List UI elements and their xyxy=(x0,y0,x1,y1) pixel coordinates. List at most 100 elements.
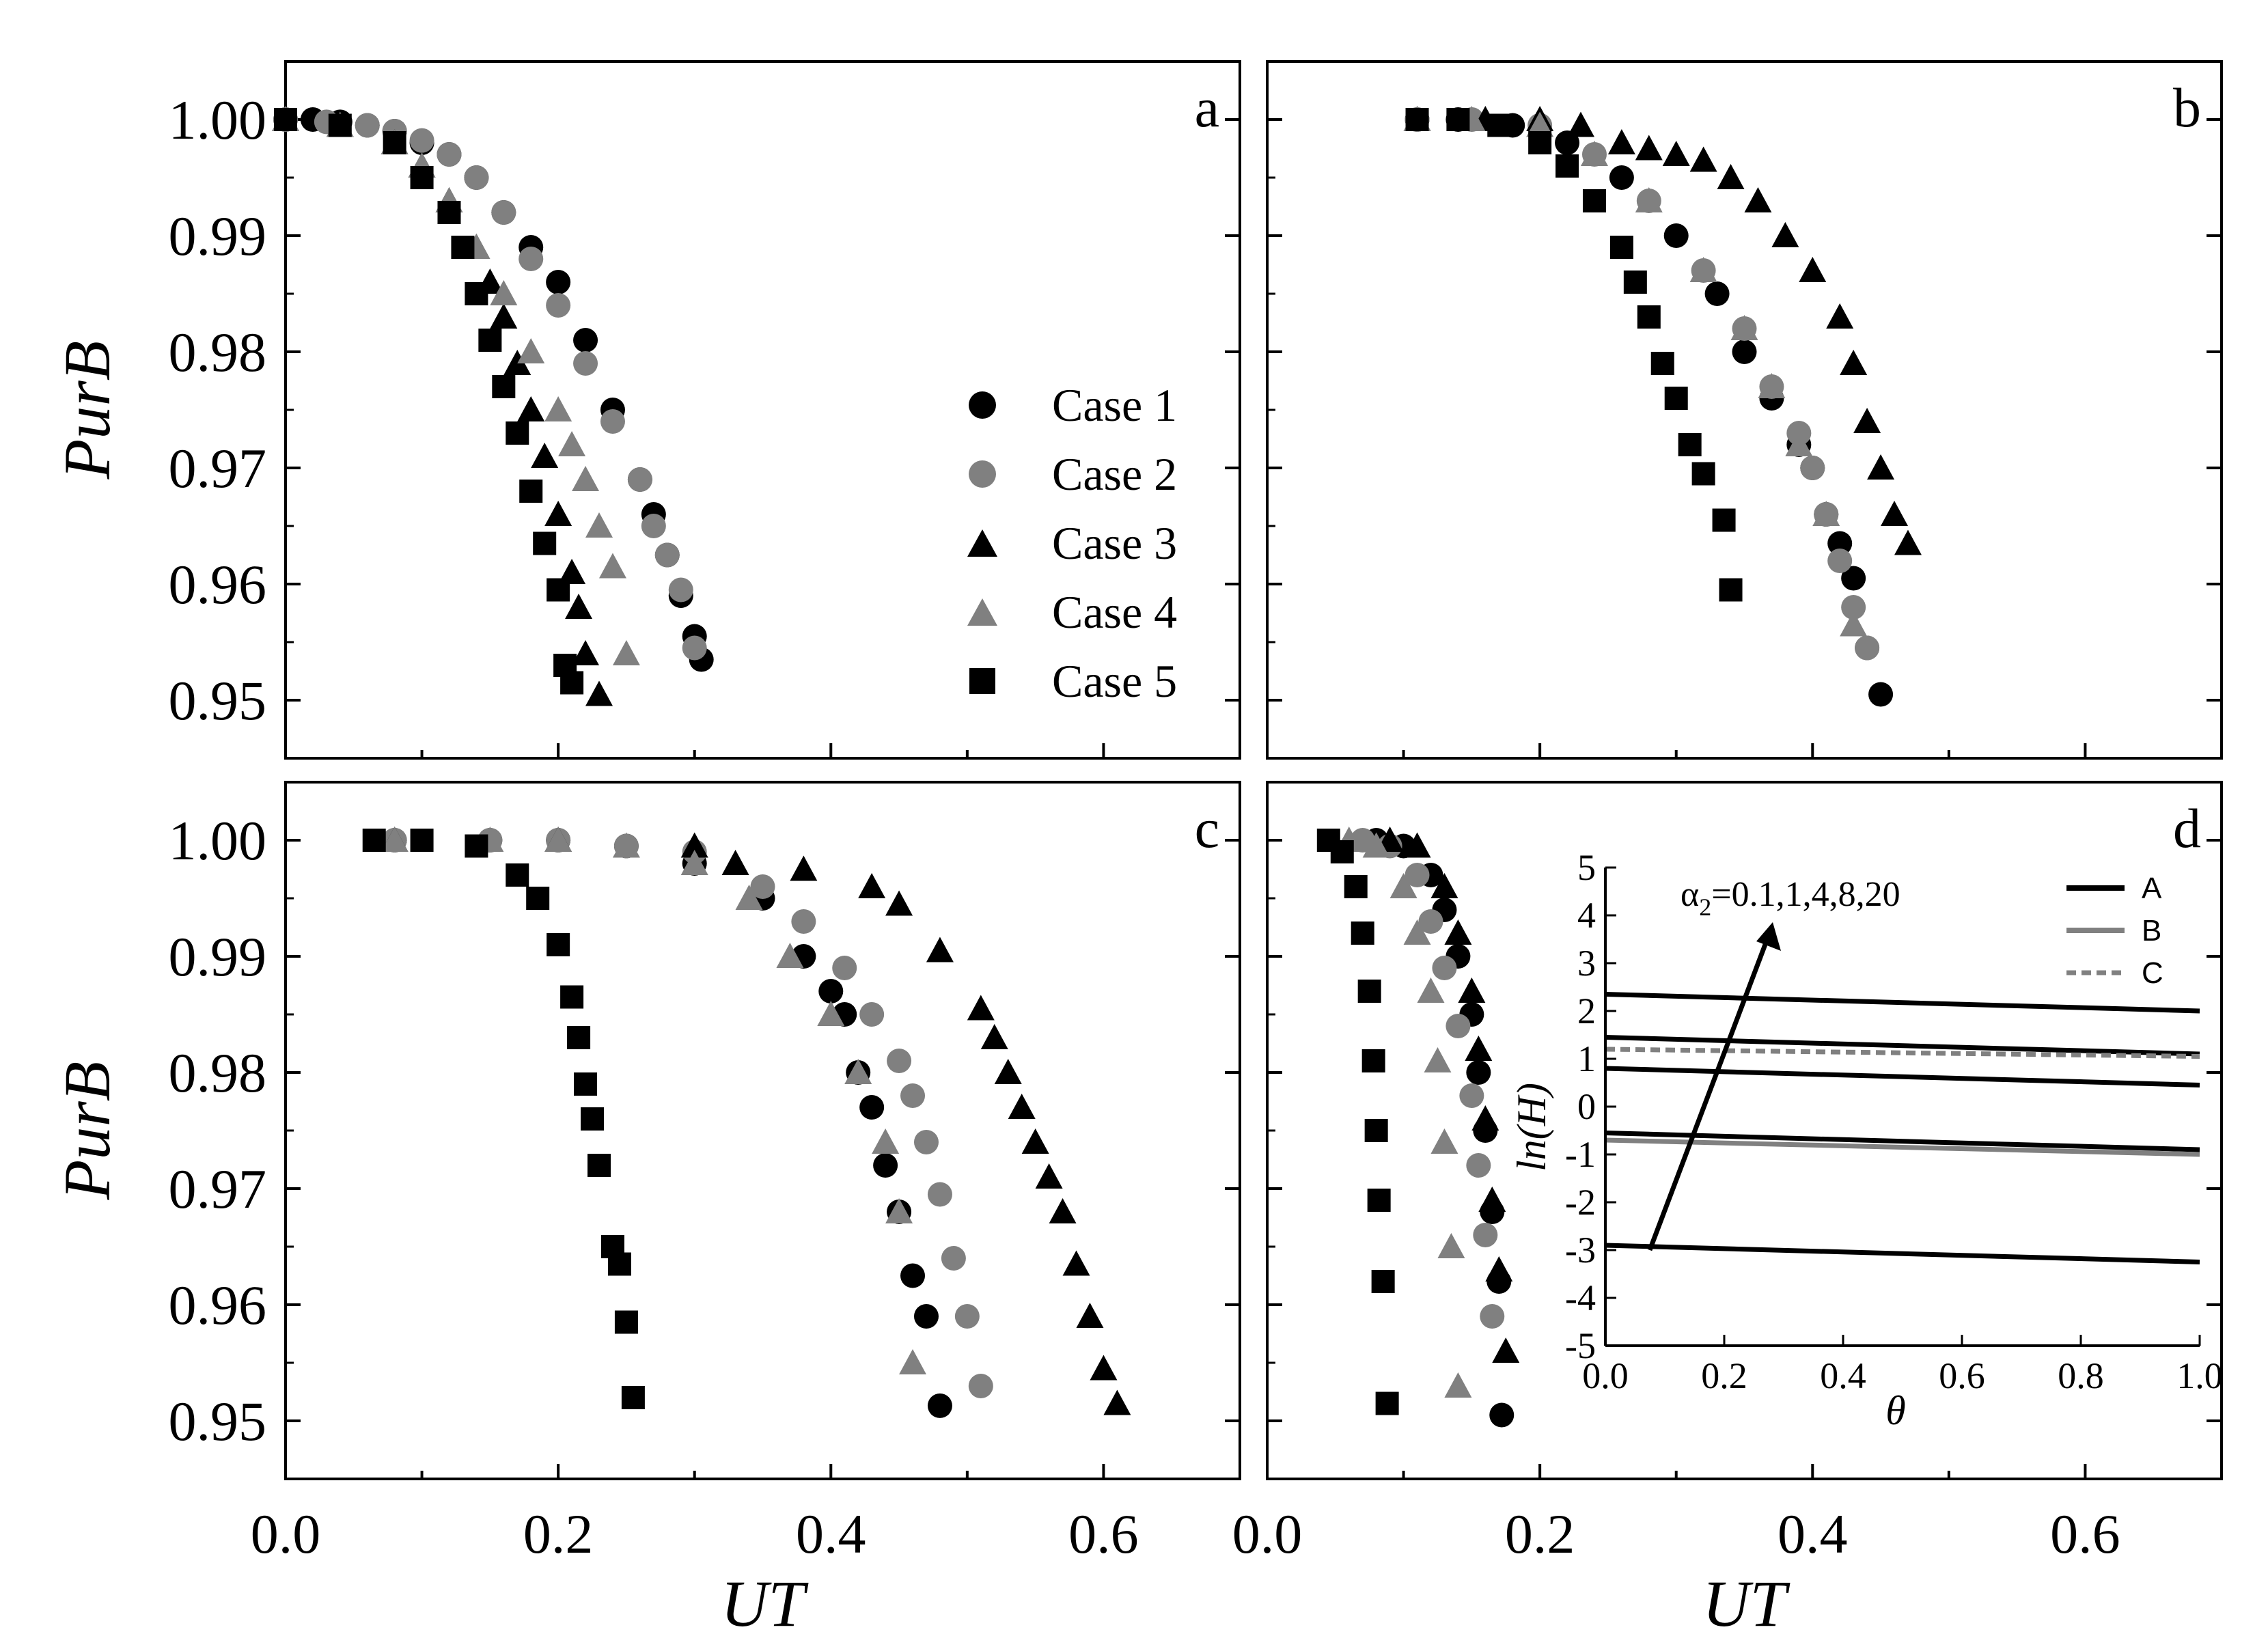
data-point xyxy=(832,956,857,980)
inset-annotation-subscript: 2 xyxy=(1699,893,1711,921)
data-point xyxy=(1827,549,1853,573)
y-tick-label: 0.96 xyxy=(169,1274,267,1336)
series-case-2 xyxy=(273,107,707,661)
data-point xyxy=(1375,1391,1399,1415)
inset-y-tick-label: -4 xyxy=(1565,1277,1596,1318)
data-point xyxy=(968,1374,993,1398)
inset-y-tick-label: -3 xyxy=(1565,1230,1596,1271)
data-point xyxy=(1362,832,1390,858)
data-point xyxy=(1853,408,1881,433)
data-point xyxy=(1403,919,1431,945)
data-point xyxy=(362,829,386,852)
data-point xyxy=(927,1182,952,1207)
data-point xyxy=(1492,1338,1520,1363)
data-point xyxy=(544,501,572,526)
legend-marker-case-1 xyxy=(969,391,996,419)
legend-item-case-4: Case 4 xyxy=(967,586,1177,638)
data-point xyxy=(1868,682,1894,707)
data-point xyxy=(1444,1372,1472,1398)
data-point xyxy=(791,909,816,934)
x-tick-label: 0.0 xyxy=(251,1503,321,1565)
x-tick-label: 0.6 xyxy=(2050,1503,2120,1565)
data-point xyxy=(560,985,584,1009)
inset-x-tick-label: 0.0 xyxy=(1582,1355,1629,1396)
legend-label-case-3: Case 3 xyxy=(1052,517,1177,569)
data-point xyxy=(721,850,749,875)
series-case-4 xyxy=(1403,106,1868,637)
data-point xyxy=(1405,108,1429,131)
legend: Case 1 Case 2 Case 3 Case 4 Case 5 xyxy=(967,379,1177,707)
data-point xyxy=(1528,131,1552,154)
x-tick-label: 0.2 xyxy=(1505,1503,1575,1565)
inset-line-a xyxy=(1605,1243,2200,1264)
data-point xyxy=(517,338,545,363)
data-point xyxy=(887,1049,912,1073)
data-point xyxy=(1403,832,1431,858)
inset-annotation-values: =0.1,1,4,8,20 xyxy=(1711,875,1900,914)
data-point xyxy=(565,594,593,619)
data-point xyxy=(437,142,462,167)
data-point xyxy=(627,467,652,492)
y-tick-label: 0.96 xyxy=(169,553,267,615)
inset-axes: -5 -4 -3 -2 -1 0 1 2 3 4 5 0.0 0.2 0.4 0.6 0.8 1.0 θ ln(H) xyxy=(1509,847,2223,1433)
inset-x-axis-title: θ xyxy=(1885,1388,1905,1433)
legend-marker-case-3 xyxy=(967,529,997,557)
data-point xyxy=(1021,1128,1049,1154)
data-point xyxy=(954,1304,980,1329)
data-point xyxy=(668,577,693,602)
data-point xyxy=(567,1026,591,1049)
data-point xyxy=(735,885,763,910)
data-point xyxy=(1471,1105,1499,1131)
panel-letter: d xyxy=(2173,797,2201,859)
inset-annotation: α2=0.1,1,4,8,20 xyxy=(1647,875,1900,1251)
data-point xyxy=(1437,1233,1465,1258)
x-axis-title: UT xyxy=(1702,1567,1790,1640)
y-tick-label: 0.98 xyxy=(169,321,267,383)
panel-c: 0.95 0.96 0.97 0.98 0.99 1.00 0.0 0.2 0.4 0.6 c Pur… xyxy=(51,781,1241,1640)
y-tick-label: 1.00 xyxy=(169,809,267,872)
data-point xyxy=(506,863,529,887)
data-point xyxy=(1330,840,1354,863)
data-point xyxy=(544,827,572,852)
inset-legend: A B C xyxy=(2066,872,2163,990)
data-point xyxy=(680,850,708,875)
data-point xyxy=(1712,508,1736,532)
data-point xyxy=(546,293,571,318)
inset-x-tick-label: 0.2 xyxy=(1701,1355,1747,1396)
y-tick-label: 0.97 xyxy=(169,437,267,499)
data-point xyxy=(1609,165,1634,190)
data-point xyxy=(1035,1163,1063,1189)
panel-b: b xyxy=(1266,60,2223,760)
data-point xyxy=(873,1153,898,1178)
data-point xyxy=(574,1072,598,1096)
series-case-3 xyxy=(381,827,1131,1415)
data-point xyxy=(355,113,380,138)
data-point xyxy=(1730,315,1758,340)
data-point xyxy=(1826,303,1854,329)
data-point xyxy=(464,165,489,190)
y-tick-label: 0.99 xyxy=(169,205,267,267)
data-point xyxy=(926,937,954,962)
data-point xyxy=(1344,875,1368,898)
inset-line-b xyxy=(1605,1137,2200,1157)
legend-marker-case-2 xyxy=(969,460,996,488)
data-point xyxy=(478,329,502,352)
y-tick-label: 0.98 xyxy=(169,1042,267,1104)
data-point xyxy=(1405,863,1430,887)
data-point xyxy=(1841,566,1866,591)
y-axis-title: PurB xyxy=(51,1062,124,1201)
data-point xyxy=(614,1310,638,1334)
data-point xyxy=(859,1002,885,1027)
data-point xyxy=(585,680,613,706)
data-point xyxy=(680,832,708,858)
legend-marker-case-4 xyxy=(967,598,997,626)
data-point xyxy=(1678,433,1702,456)
data-point xyxy=(465,282,488,305)
data-point xyxy=(776,943,804,968)
data-point xyxy=(1526,111,1554,137)
data-point xyxy=(519,480,543,503)
data-point xyxy=(1623,271,1647,294)
data-point xyxy=(750,874,775,899)
y-tick-label: 0.99 xyxy=(169,926,267,988)
x-tick-label: 0.4 xyxy=(1778,1503,1848,1565)
